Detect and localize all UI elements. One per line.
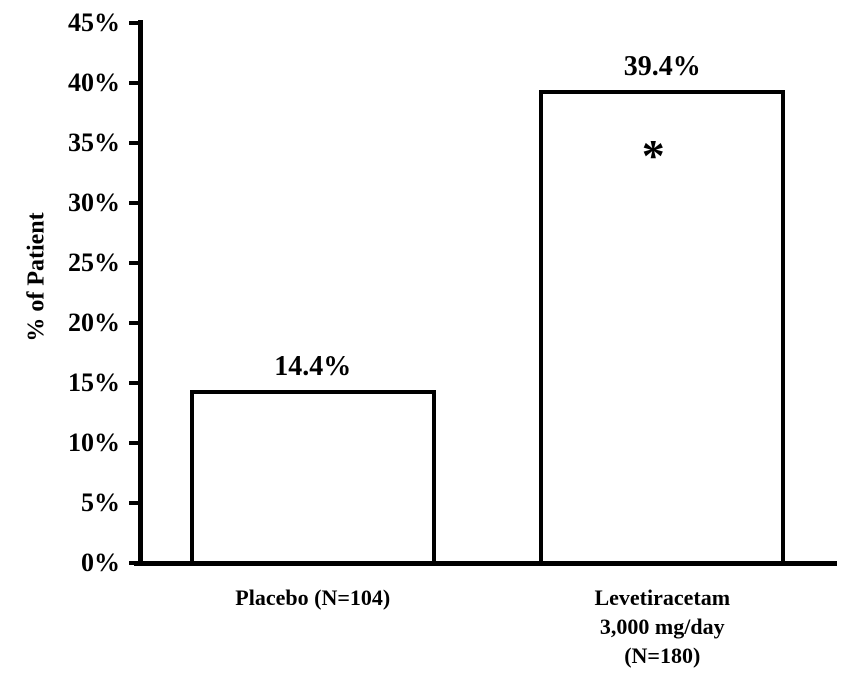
- y-tick-label: 20%: [68, 308, 120, 337]
- category-label-line: 3,000 mg/day: [599, 614, 725, 639]
- y-tick-label: 30%: [68, 188, 120, 217]
- category-label-line: Placebo (N=104): [235, 585, 391, 610]
- bar-value-label: 39.4%: [623, 51, 701, 82]
- y-tick: [129, 321, 138, 325]
- y-tick: [129, 501, 138, 505]
- y-tick-label: 35%: [68, 128, 120, 157]
- y-tick: [129, 381, 138, 385]
- y-tick-label: 25%: [68, 248, 120, 277]
- y-tick: [129, 21, 138, 25]
- y-tick-label: 40%: [68, 68, 120, 97]
- bar-category-label: Placebo (N=104): [235, 583, 390, 612]
- bar: [189, 390, 436, 565]
- y-axis-line: [138, 20, 143, 566]
- y-tick-label: 0%: [81, 548, 120, 577]
- y-tick: [129, 561, 138, 565]
- category-label-line: Levetiracetam: [594, 585, 731, 610]
- y-tick: [129, 261, 138, 265]
- y-tick-label: 10%: [68, 428, 120, 457]
- y-tick-label: 45%: [68, 8, 120, 37]
- bar-category-label: Levetiracetam 3,000 mg/day (N=180): [594, 583, 730, 670]
- y-tick: [129, 441, 138, 445]
- bar: [539, 90, 786, 565]
- y-tick: [129, 201, 138, 205]
- y-tick: [129, 81, 138, 85]
- x-axis-line: [134, 561, 837, 566]
- bar-value-label: 14.4%: [274, 351, 352, 382]
- y-tick-label: 5%: [81, 488, 120, 517]
- y-tick-label: 15%: [68, 368, 120, 397]
- category-label-line: (N=180): [624, 643, 701, 668]
- significance-asterisk: *: [641, 130, 665, 181]
- y-tick: [129, 141, 138, 145]
